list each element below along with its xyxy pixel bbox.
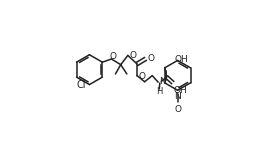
Text: O: O [130,50,137,59]
Text: O: O [110,52,117,61]
Text: O: O [174,105,181,114]
Text: Cl: Cl [77,80,86,90]
Text: N: N [160,77,166,86]
Text: O: O [139,72,146,81]
Text: N: N [174,92,181,101]
Text: OH: OH [173,86,187,95]
Text: OH: OH [175,55,189,64]
Text: O: O [148,54,155,63]
Text: H: H [156,87,162,96]
